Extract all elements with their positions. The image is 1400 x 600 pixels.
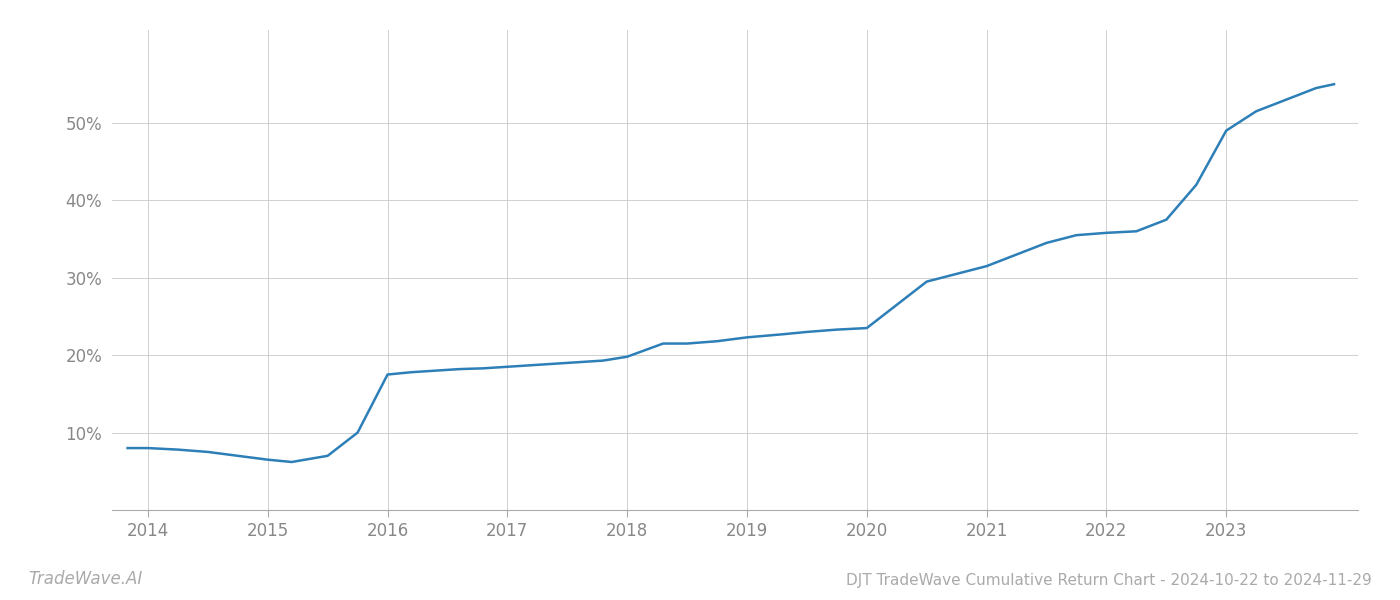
Text: DJT TradeWave Cumulative Return Chart - 2024-10-22 to 2024-11-29: DJT TradeWave Cumulative Return Chart - … bbox=[846, 573, 1372, 588]
Text: TradeWave.AI: TradeWave.AI bbox=[28, 570, 143, 588]
